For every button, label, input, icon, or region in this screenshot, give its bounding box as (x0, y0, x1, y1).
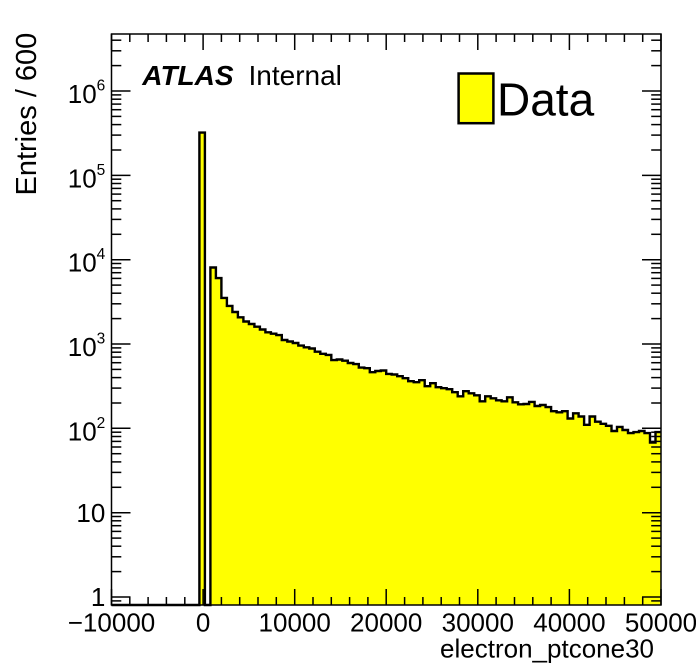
svg-text:Data: Data (497, 73, 595, 125)
svg-text:1: 1 (91, 582, 105, 612)
svg-text:10000: 10000 (259, 608, 331, 638)
svg-text:10: 10 (76, 498, 105, 528)
svg-text:50000: 50000 (625, 608, 696, 638)
svg-text:0: 0 (196, 608, 210, 638)
svg-text:40000: 40000 (533, 608, 605, 638)
svg-text:Internal: Internal (249, 60, 342, 91)
svg-text:30000: 30000 (442, 608, 514, 638)
svg-text:−10000: −10000 (68, 608, 155, 638)
svg-text:Entries / 600: Entries / 600 (11, 33, 43, 196)
svg-text:ATLAS: ATLAS (141, 60, 234, 91)
svg-text:electron_ptcone30: electron_ptcone30 (440, 634, 654, 664)
svg-text:20000: 20000 (350, 608, 422, 638)
